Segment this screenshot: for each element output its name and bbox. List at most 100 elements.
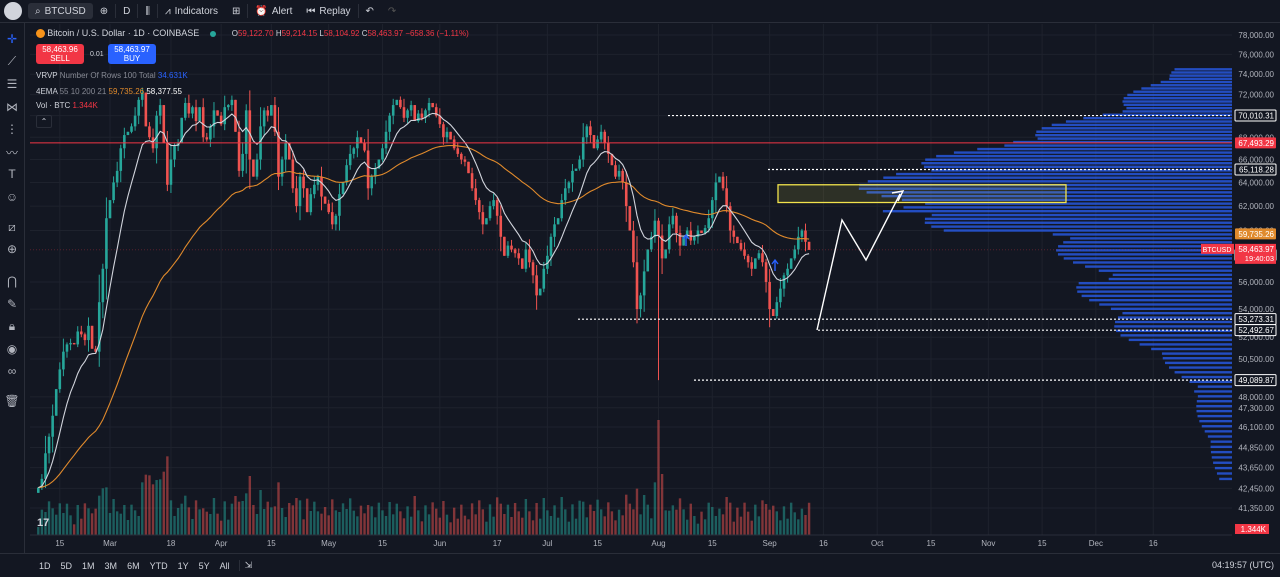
range-1d-button[interactable]: 1D	[39, 560, 51, 571]
ruler-icon[interactable]: ⧄	[8, 219, 16, 234]
range-all-button[interactable]: All	[219, 560, 230, 571]
time-tick-label: 15	[267, 539, 276, 548]
volume-bar	[521, 517, 524, 535]
profile-bar	[1099, 303, 1232, 306]
replay-button[interactable]: ⏮ Replay	[299, 0, 357, 22]
profile-bar	[1210, 450, 1232, 454]
candle-body	[162, 105, 166, 143]
time-tick-label: Aug	[651, 539, 665, 548]
volume-bar	[506, 504, 510, 535]
eye-icon[interactable]: ◉	[6, 342, 18, 356]
candle-body	[793, 249, 797, 259]
range-5y-button[interactable]: 5Y	[198, 560, 210, 571]
volume-bar	[420, 521, 424, 535]
range-ytd-button[interactable]: YTD	[149, 560, 168, 571]
candle-body	[506, 245, 510, 256]
lock-icon[interactable]: 🔒︎	[8, 318, 16, 333]
profile-bar	[943, 229, 1232, 232]
volume-bar	[90, 513, 94, 535]
ema-legend[interactable]: 4EMA 55 10 200 21 59,735.26 58,377.55	[36, 87, 182, 96]
text-icon[interactable]: T	[8, 167, 16, 181]
candle-body	[219, 115, 223, 125]
price-badge-label: 52,492.67	[1238, 326, 1274, 335]
symbol-search-button[interactable]: ⌕ BTCUSD	[28, 3, 93, 19]
candle-body	[492, 200, 495, 207]
collapse-legend-icon[interactable]: ⌃	[36, 115, 52, 128]
price-tick-label: 43,650.00	[1238, 464, 1274, 473]
projection-icon[interactable]: ⋮	[6, 122, 18, 136]
candle-body	[642, 271, 646, 296]
pattern-icon[interactable]: ⋈	[6, 100, 18, 114]
compare-symbol-button[interactable]: ⊕	[93, 0, 115, 22]
volume-bar	[40, 509, 44, 535]
indicators-button[interactable]: ⩘ Indicators	[158, 0, 225, 22]
vrvp-legend[interactable]: VRVP Number Of Rows 100 Total 34.631K	[36, 71, 188, 80]
profile-bar	[1169, 77, 1232, 81]
price-tick-label: 41,350.00	[1238, 504, 1274, 513]
zoom-in-icon[interactable]: ⊕	[6, 242, 18, 256]
candle-body	[710, 200, 714, 219]
volume-bar	[363, 513, 366, 535]
volume-bar	[184, 495, 187, 535]
trash-icon[interactable]: 🗑︎	[4, 394, 20, 408]
utc-clock[interactable]: 04:19:57 (UTC)	[1211, 560, 1274, 570]
emoji-icon[interactable]: ☺	[5, 190, 19, 204]
candle-body	[237, 131, 241, 171]
candle-body	[732, 230, 736, 237]
candle-body	[137, 99, 140, 116]
undo-button[interactable]: ↶	[359, 0, 381, 22]
alert-button[interactable]: ⏰ Alert	[248, 0, 299, 22]
range-1m-button[interactable]: 1M	[82, 560, 95, 571]
range-3m-button[interactable]: 3M	[104, 560, 118, 571]
signal-arrow-head	[771, 258, 779, 265]
volume-bar	[628, 503, 632, 535]
fib-retracement-icon[interactable]: ☰	[6, 77, 18, 91]
time-tick-label: 15	[1038, 539, 1047, 548]
candle-body	[169, 159, 173, 185]
candle-body	[621, 170, 624, 183]
candle-body	[693, 236, 696, 241]
magnet-icon[interactable]: ⋂	[7, 274, 17, 288]
candle-body	[80, 331, 83, 335]
range-5d-button[interactable]: 5D	[60, 560, 73, 571]
sell-button[interactable]: 58,463.96 SELL	[36, 44, 84, 64]
candle-body	[119, 148, 123, 171]
goto-date-icon[interactable]: ⇲	[238, 560, 258, 571]
range-6m-button[interactable]: 6M	[127, 560, 140, 571]
interval-label: D	[123, 5, 131, 17]
candle-body	[209, 126, 212, 140]
candle-body	[585, 126, 589, 138]
profile-bar	[1194, 390, 1232, 393]
redo-button[interactable]: ↷	[381, 0, 403, 22]
candle-body	[477, 200, 481, 213]
chart-type-button[interactable]: ⫼	[138, 0, 157, 22]
volume-legend[interactable]: Vol · BTC 1.344K	[36, 101, 98, 110]
volume-bar	[227, 519, 230, 535]
buy-button[interactable]: 58,463.97 BUY	[108, 44, 156, 64]
profile-bar	[1114, 325, 1232, 328]
volume-bar	[230, 503, 234, 535]
crosshair-icon[interactable]: ✛	[6, 32, 18, 46]
profile-bar	[1110, 307, 1232, 311]
interval-button[interactable]: D	[116, 0, 137, 22]
candle-body	[148, 126, 151, 138]
user-avatar[interactable]	[4, 2, 22, 20]
buy-label: BUY	[123, 54, 141, 63]
candle-body	[703, 228, 707, 234]
candle-body	[76, 331, 80, 345]
volume-bar	[761, 500, 764, 535]
pencil-lock-icon[interactable]: ✎	[6, 297, 18, 311]
top-toolbar: ⌕ BTCUSD ⊕ D ⫼ ⩘ Indicators ⊞ ⏰ Alert ⏮ …	[0, 0, 1280, 23]
trend-line-icon[interactable]: ⟋	[7, 53, 17, 68]
volume-bar	[141, 482, 144, 535]
link-icon[interactable]: ∞	[7, 364, 17, 378]
profile-bar	[867, 180, 1232, 183]
brush-icon[interactable]: 〰	[5, 145, 18, 160]
candle-body	[535, 275, 538, 296]
candle-body	[302, 176, 305, 189]
templates-button[interactable]: ⊞	[225, 0, 247, 22]
candle-body	[417, 113, 420, 121]
volume-bar	[797, 519, 800, 535]
range-1y-button[interactable]: 1Y	[177, 560, 189, 571]
